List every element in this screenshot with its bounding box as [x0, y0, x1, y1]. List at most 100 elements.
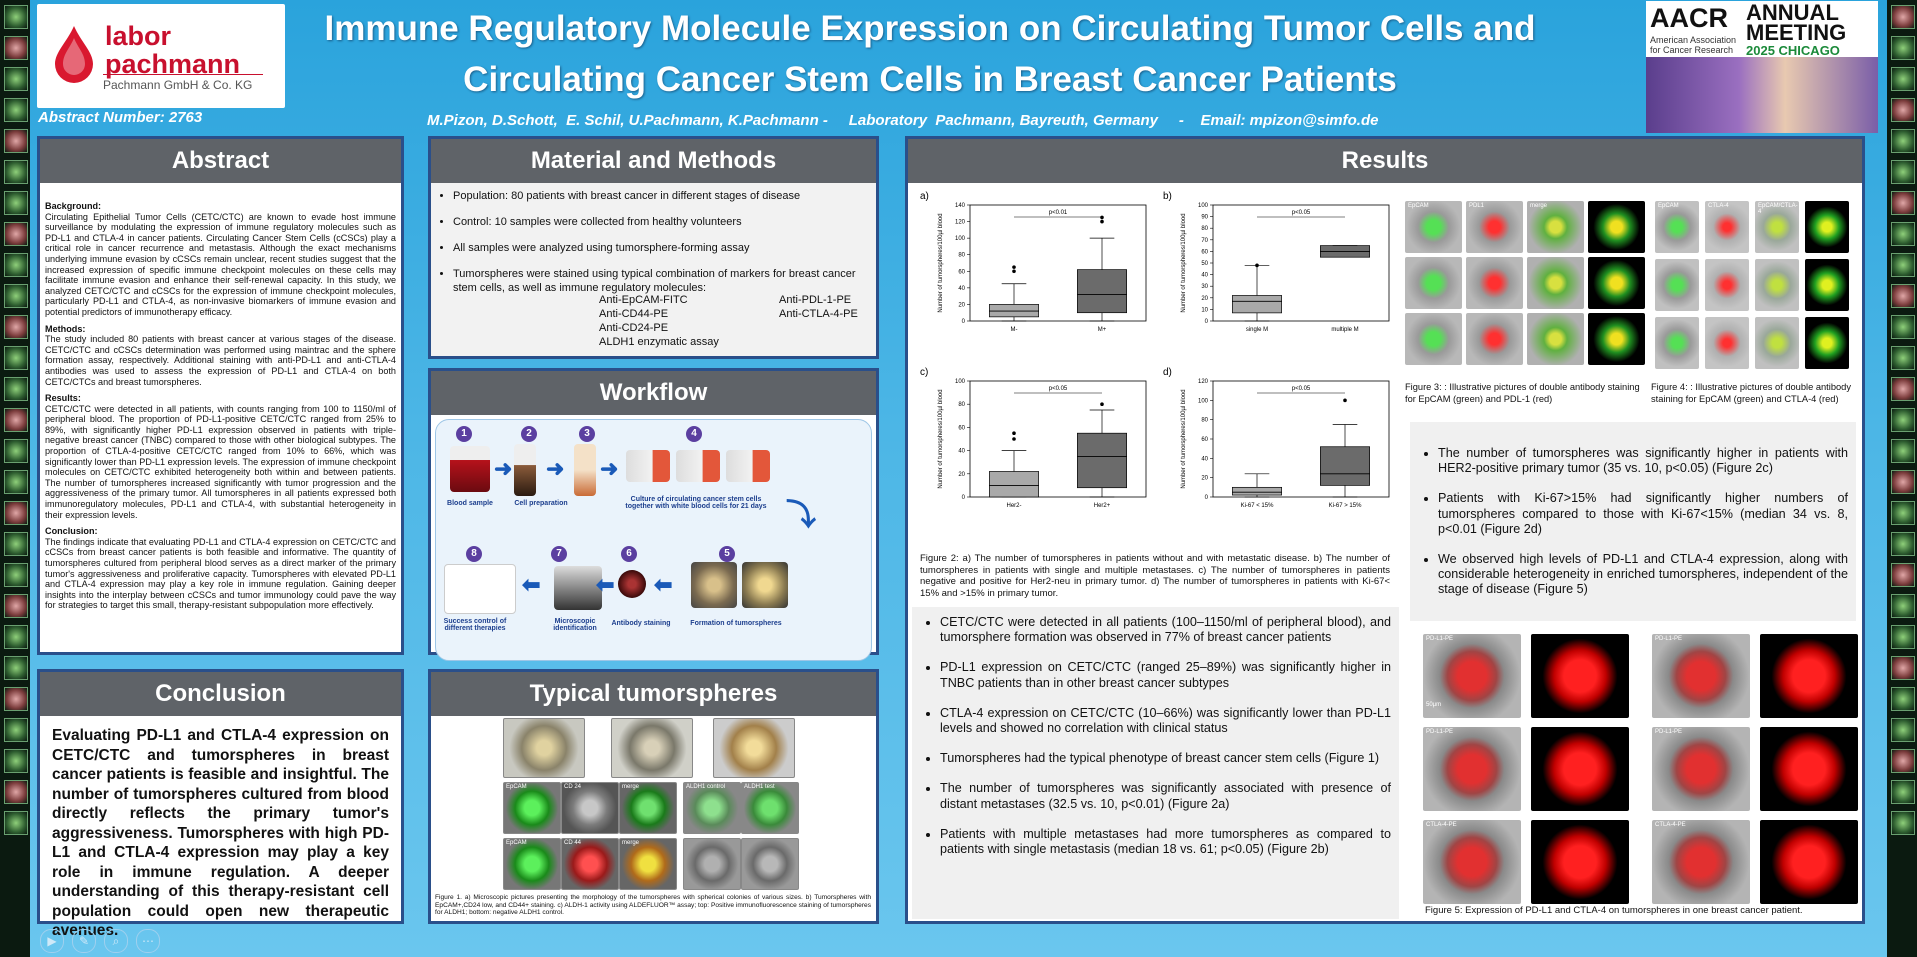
slide-thumbnail[interactable] — [4, 439, 28, 463]
arrow-left-icon: ⬅ — [654, 572, 673, 597]
slide-thumbnail[interactable] — [1891, 470, 1915, 494]
outlier-point — [1100, 215, 1104, 220]
slide-thumbnail[interactable] — [1891, 191, 1915, 215]
y-tick-label: 50 — [1201, 261, 1208, 267]
micrograph-image — [1805, 201, 1849, 253]
pencil-icon[interactable]: ✎ — [72, 929, 96, 953]
slide-thumbnail[interactable] — [1891, 501, 1915, 525]
slide-thumbnail[interactable] — [1891, 439, 1915, 463]
abstract-background-text: Circulating Epithelial Tumor Cells (CETC… — [45, 211, 396, 317]
slide-thumbnail[interactable] — [4, 749, 28, 773]
micrograph-image — [1588, 257, 1645, 309]
slide-thumbnail[interactable] — [1891, 594, 1915, 618]
slide-thumbnail[interactable] — [1891, 749, 1915, 773]
stained-cell-image — [618, 570, 646, 598]
arrow-left-icon: ⬅ — [596, 572, 615, 597]
slide-thumbnail[interactable] — [4, 501, 28, 525]
slide-thumbnail[interactable] — [1891, 377, 1915, 401]
y-tick-label: 100 — [955, 379, 966, 385]
play-icon[interactable]: ▶ — [40, 929, 64, 953]
slide-thumbnail[interactable] — [1891, 811, 1915, 835]
slide-thumbnail[interactable] — [1891, 129, 1915, 153]
slide-thumbnail[interactable] — [1891, 780, 1915, 804]
tumorspheres-figure: EpCAM CD 24 merge ALDH1 control ALDH1 te… — [431, 716, 876, 916]
fig5-label: CTLA-4-PE — [1426, 822, 1457, 828]
slide-thumbnail[interactable] — [1891, 67, 1915, 91]
slide-thumbnail[interactable] — [4, 129, 28, 153]
slide-thumbnail[interactable] — [1891, 284, 1915, 308]
slide-thumbnail[interactable] — [4, 563, 28, 587]
slide-thumbnail[interactable] — [4, 315, 28, 339]
zoom-icon[interactable]: ⌕ — [104, 929, 128, 953]
slide-thumbnail[interactable] — [1891, 563, 1915, 587]
epcam-image: EpCAM — [503, 782, 561, 834]
slide-thumbnail[interactable] — [4, 346, 28, 370]
methods-item: Tumorspheres were stained using typical … — [453, 267, 868, 295]
slide-thumbnail[interactable] — [4, 780, 28, 804]
slide-thumbnail[interactable] — [4, 67, 28, 91]
slide-thumbnail[interactable] — [4, 470, 28, 494]
slide-thumbnail[interactable] — [4, 594, 28, 618]
slide-thumbnail[interactable] — [1891, 532, 1915, 556]
step-label: Blood sample — [447, 500, 493, 507]
slide-thumbnail[interactable] — [4, 160, 28, 184]
slide-thumbnail[interactable] — [4, 687, 28, 711]
slide-thumbnail[interactable] — [4, 253, 28, 277]
y-tick-label: 40 — [1201, 456, 1208, 462]
slide-thumbnail[interactable] — [4, 625, 28, 649]
slide-thumbnail[interactable] — [4, 811, 28, 835]
result-bullet: CETC/CTC were detected in all patients (… — [940, 615, 1391, 645]
fluorescence-image — [1531, 634, 1629, 718]
arrow-right-icon: ➜ — [546, 456, 565, 481]
slide-thumbnail[interactable] — [1891, 408, 1915, 432]
slide-thumbnail[interactable] — [4, 284, 28, 308]
slide-thumbnail[interactable] — [1891, 346, 1915, 370]
slide-thumbnail[interactable] — [4, 532, 28, 556]
results-bullets-right: The number of tumorspheres was significa… — [1410, 422, 1856, 621]
tube-image — [514, 444, 536, 496]
epcam-image: EpCAM — [503, 838, 561, 890]
fig3-label: PDL1 — [1469, 203, 1485, 209]
slide-thumbnail[interactable] — [1891, 625, 1915, 649]
abstract-results-heading: Results: — [45, 393, 81, 404]
slide-thumbnail[interactable] — [4, 718, 28, 742]
drop-icon — [55, 26, 93, 83]
arrow-left-icon: ⬅ — [522, 572, 541, 597]
slide-thumbnail[interactable] — [1891, 656, 1915, 680]
figure5-caption: Figure 5: Expression of PD-L1 and CTLA-4… — [1425, 905, 1803, 916]
slide-thumbnail[interactable] — [4, 191, 28, 215]
tumorsphere-image — [742, 562, 788, 608]
box — [1232, 295, 1282, 314]
y-tick-label: 100 — [1198, 398, 1209, 404]
slide-thumbnail[interactable] — [1891, 160, 1915, 184]
slide-thumbnail[interactable] — [1891, 222, 1915, 246]
micrograph-image: PDL1 — [1466, 201, 1523, 253]
micrograph-image: CTLA-4 — [1705, 201, 1749, 253]
slide-thumbnail[interactable] — [1891, 5, 1915, 29]
merge-image: merge — [619, 838, 677, 890]
slide-thumbnail[interactable] — [4, 222, 28, 246]
slide-thumbnail[interactable] — [1891, 687, 1915, 711]
cd24-image: CD 24 — [561, 782, 619, 834]
slide-thumbnail[interactable] — [1891, 98, 1915, 122]
slide-thumbnail[interactable] — [1891, 36, 1915, 60]
slide-thumbnail[interactable] — [1891, 253, 1915, 277]
y-tick-label: 30 — [1201, 284, 1208, 290]
aldh1-test-image — [741, 838, 799, 890]
image-label: EpCAM — [506, 784, 527, 790]
slide-thumbnail[interactable] — [1891, 718, 1915, 742]
tumorspheres-panel: Typical tumorspheres EpCAM CD 24 merge A… — [428, 669, 879, 924]
more-icon[interactable]: ⋯ — [136, 929, 160, 953]
slide-thumbnail[interactable] — [1891, 315, 1915, 339]
slide-thumbnail[interactable] — [4, 36, 28, 60]
slide-thumbnail[interactable] — [4, 5, 28, 29]
slide-thumbnail[interactable] — [4, 656, 28, 680]
slide-thumbnail[interactable] — [4, 377, 28, 401]
figure2-caption: Figure 2: a) The number of tumorspheres … — [920, 553, 1390, 599]
slide-thumbnail[interactable] — [4, 408, 28, 432]
slide-thumbnail[interactable] — [4, 98, 28, 122]
tumorsphere-image — [713, 718, 795, 778]
fig4-label: EpCAM — [1658, 203, 1679, 209]
tumorsphere-image — [611, 718, 693, 778]
methods-item: Control: 10 samples were collected from … — [453, 215, 868, 229]
